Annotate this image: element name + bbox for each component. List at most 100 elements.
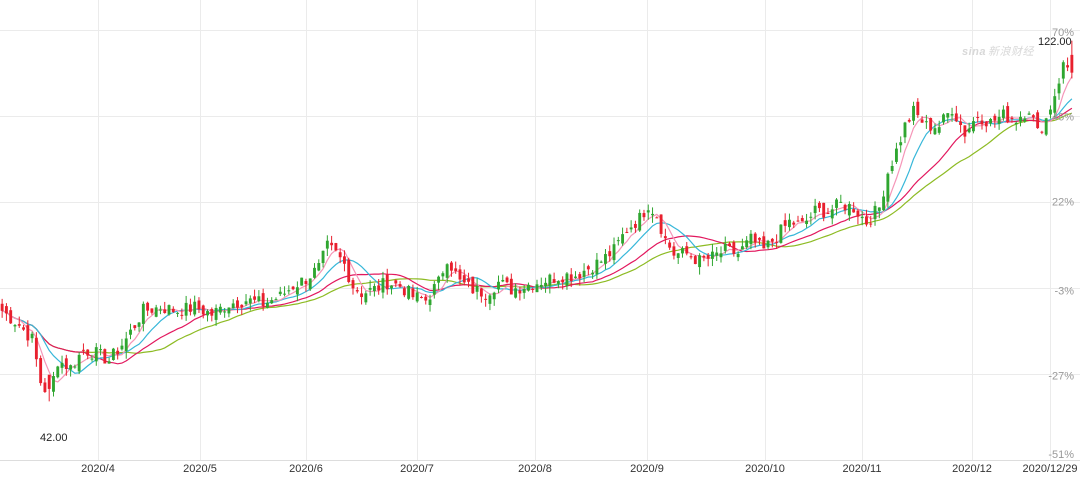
candle-body bbox=[1019, 116, 1022, 122]
candle-body bbox=[411, 288, 415, 298]
candle-body bbox=[0, 303, 4, 311]
candle-body bbox=[120, 345, 124, 350]
candle-body bbox=[1023, 118, 1027, 122]
candle bbox=[676, 252, 680, 264]
candle-body bbox=[561, 279, 565, 283]
candle bbox=[817, 201, 821, 213]
candle bbox=[257, 290, 261, 303]
candle bbox=[907, 118, 911, 123]
candle bbox=[398, 281, 402, 288]
candles bbox=[0, 40, 1074, 402]
candle bbox=[39, 355, 43, 386]
candle-body bbox=[766, 240, 770, 248]
candle bbox=[437, 275, 441, 290]
candle bbox=[103, 348, 107, 364]
candle bbox=[231, 299, 235, 309]
candle-body bbox=[475, 285, 479, 292]
candle-body bbox=[77, 354, 81, 372]
candle bbox=[539, 277, 543, 291]
candle bbox=[4, 303, 8, 321]
y-tick-label: 22% bbox=[1052, 197, 1074, 209]
ma10-line bbox=[1, 98, 1073, 374]
candle bbox=[514, 283, 518, 299]
candle bbox=[317, 259, 321, 272]
candle-body bbox=[462, 275, 466, 283]
candle-body bbox=[193, 301, 197, 315]
candle-body bbox=[972, 121, 975, 132]
candle-body bbox=[907, 119, 911, 122]
candle-body bbox=[779, 224, 783, 243]
candle-body bbox=[920, 119, 924, 123]
candle bbox=[304, 278, 308, 292]
candle-body bbox=[278, 291, 282, 295]
candle-body bbox=[304, 281, 308, 284]
candle-body bbox=[497, 281, 500, 290]
candle-body bbox=[133, 325, 137, 329]
candle bbox=[663, 228, 667, 245]
candle bbox=[1070, 40, 1074, 79]
candle bbox=[394, 279, 398, 288]
candle-body bbox=[111, 348, 115, 361]
candle bbox=[1044, 117, 1048, 137]
candle bbox=[852, 202, 856, 213]
candle bbox=[274, 297, 278, 301]
candle-body bbox=[569, 274, 573, 282]
candle-body bbox=[377, 285, 381, 291]
candle-body bbox=[501, 279, 505, 282]
candle bbox=[604, 249, 607, 270]
candle-body bbox=[188, 304, 192, 312]
candle-body bbox=[976, 117, 980, 119]
candle bbox=[73, 364, 77, 369]
candle bbox=[206, 309, 209, 322]
candle bbox=[26, 320, 30, 347]
candle-body bbox=[432, 284, 436, 295]
ma30-line bbox=[1, 112, 1073, 354]
candle bbox=[586, 264, 590, 276]
candle bbox=[715, 246, 719, 262]
candle-body bbox=[693, 256, 697, 265]
candle bbox=[903, 121, 907, 144]
candle bbox=[822, 202, 826, 222]
candle-body bbox=[578, 274, 582, 279]
candle-body bbox=[676, 253, 680, 258]
candle-body bbox=[330, 242, 334, 246]
candle bbox=[368, 280, 372, 296]
candle-body bbox=[56, 366, 60, 378]
candle bbox=[929, 117, 933, 135]
candle-body bbox=[441, 273, 445, 277]
candle-body bbox=[313, 267, 316, 278]
candle-body bbox=[736, 253, 740, 258]
candle bbox=[1036, 110, 1040, 129]
candle-body bbox=[137, 322, 141, 327]
candle-body bbox=[509, 278, 513, 295]
candle-body bbox=[347, 259, 351, 282]
candle bbox=[428, 294, 432, 312]
candle-body bbox=[300, 277, 304, 286]
sina-finance-watermark: sina 新浪财经 bbox=[962, 46, 1035, 58]
candle bbox=[766, 239, 770, 250]
candle bbox=[860, 211, 864, 226]
candle-body bbox=[381, 278, 385, 293]
candle bbox=[193, 295, 197, 317]
candle-body bbox=[257, 296, 261, 302]
x-axis-labels: 2020/4 2020/5 2020/6 2020/7 2020/8 2020/9 2020… bbox=[81, 463, 1077, 475]
candle bbox=[937, 120, 941, 135]
candle bbox=[616, 236, 620, 246]
y-axis-labels: 70% 46% 22% -3% -27% -51% bbox=[1048, 27, 1074, 461]
candle-body bbox=[954, 113, 958, 122]
candle-body bbox=[843, 204, 847, 211]
x-tick-label: 2020/4 bbox=[81, 463, 115, 475]
candle-body bbox=[539, 284, 543, 288]
candle bbox=[535, 279, 539, 293]
candle bbox=[980, 114, 984, 130]
candle bbox=[638, 209, 642, 232]
candle-body bbox=[723, 243, 727, 251]
candle-body bbox=[163, 309, 167, 314]
candle-body bbox=[839, 201, 843, 203]
candle bbox=[813, 198, 817, 220]
candle bbox=[9, 306, 13, 324]
candle-body bbox=[604, 254, 607, 264]
candle-body bbox=[805, 220, 809, 225]
candle-body bbox=[1031, 115, 1035, 118]
candle-body bbox=[385, 274, 389, 290]
